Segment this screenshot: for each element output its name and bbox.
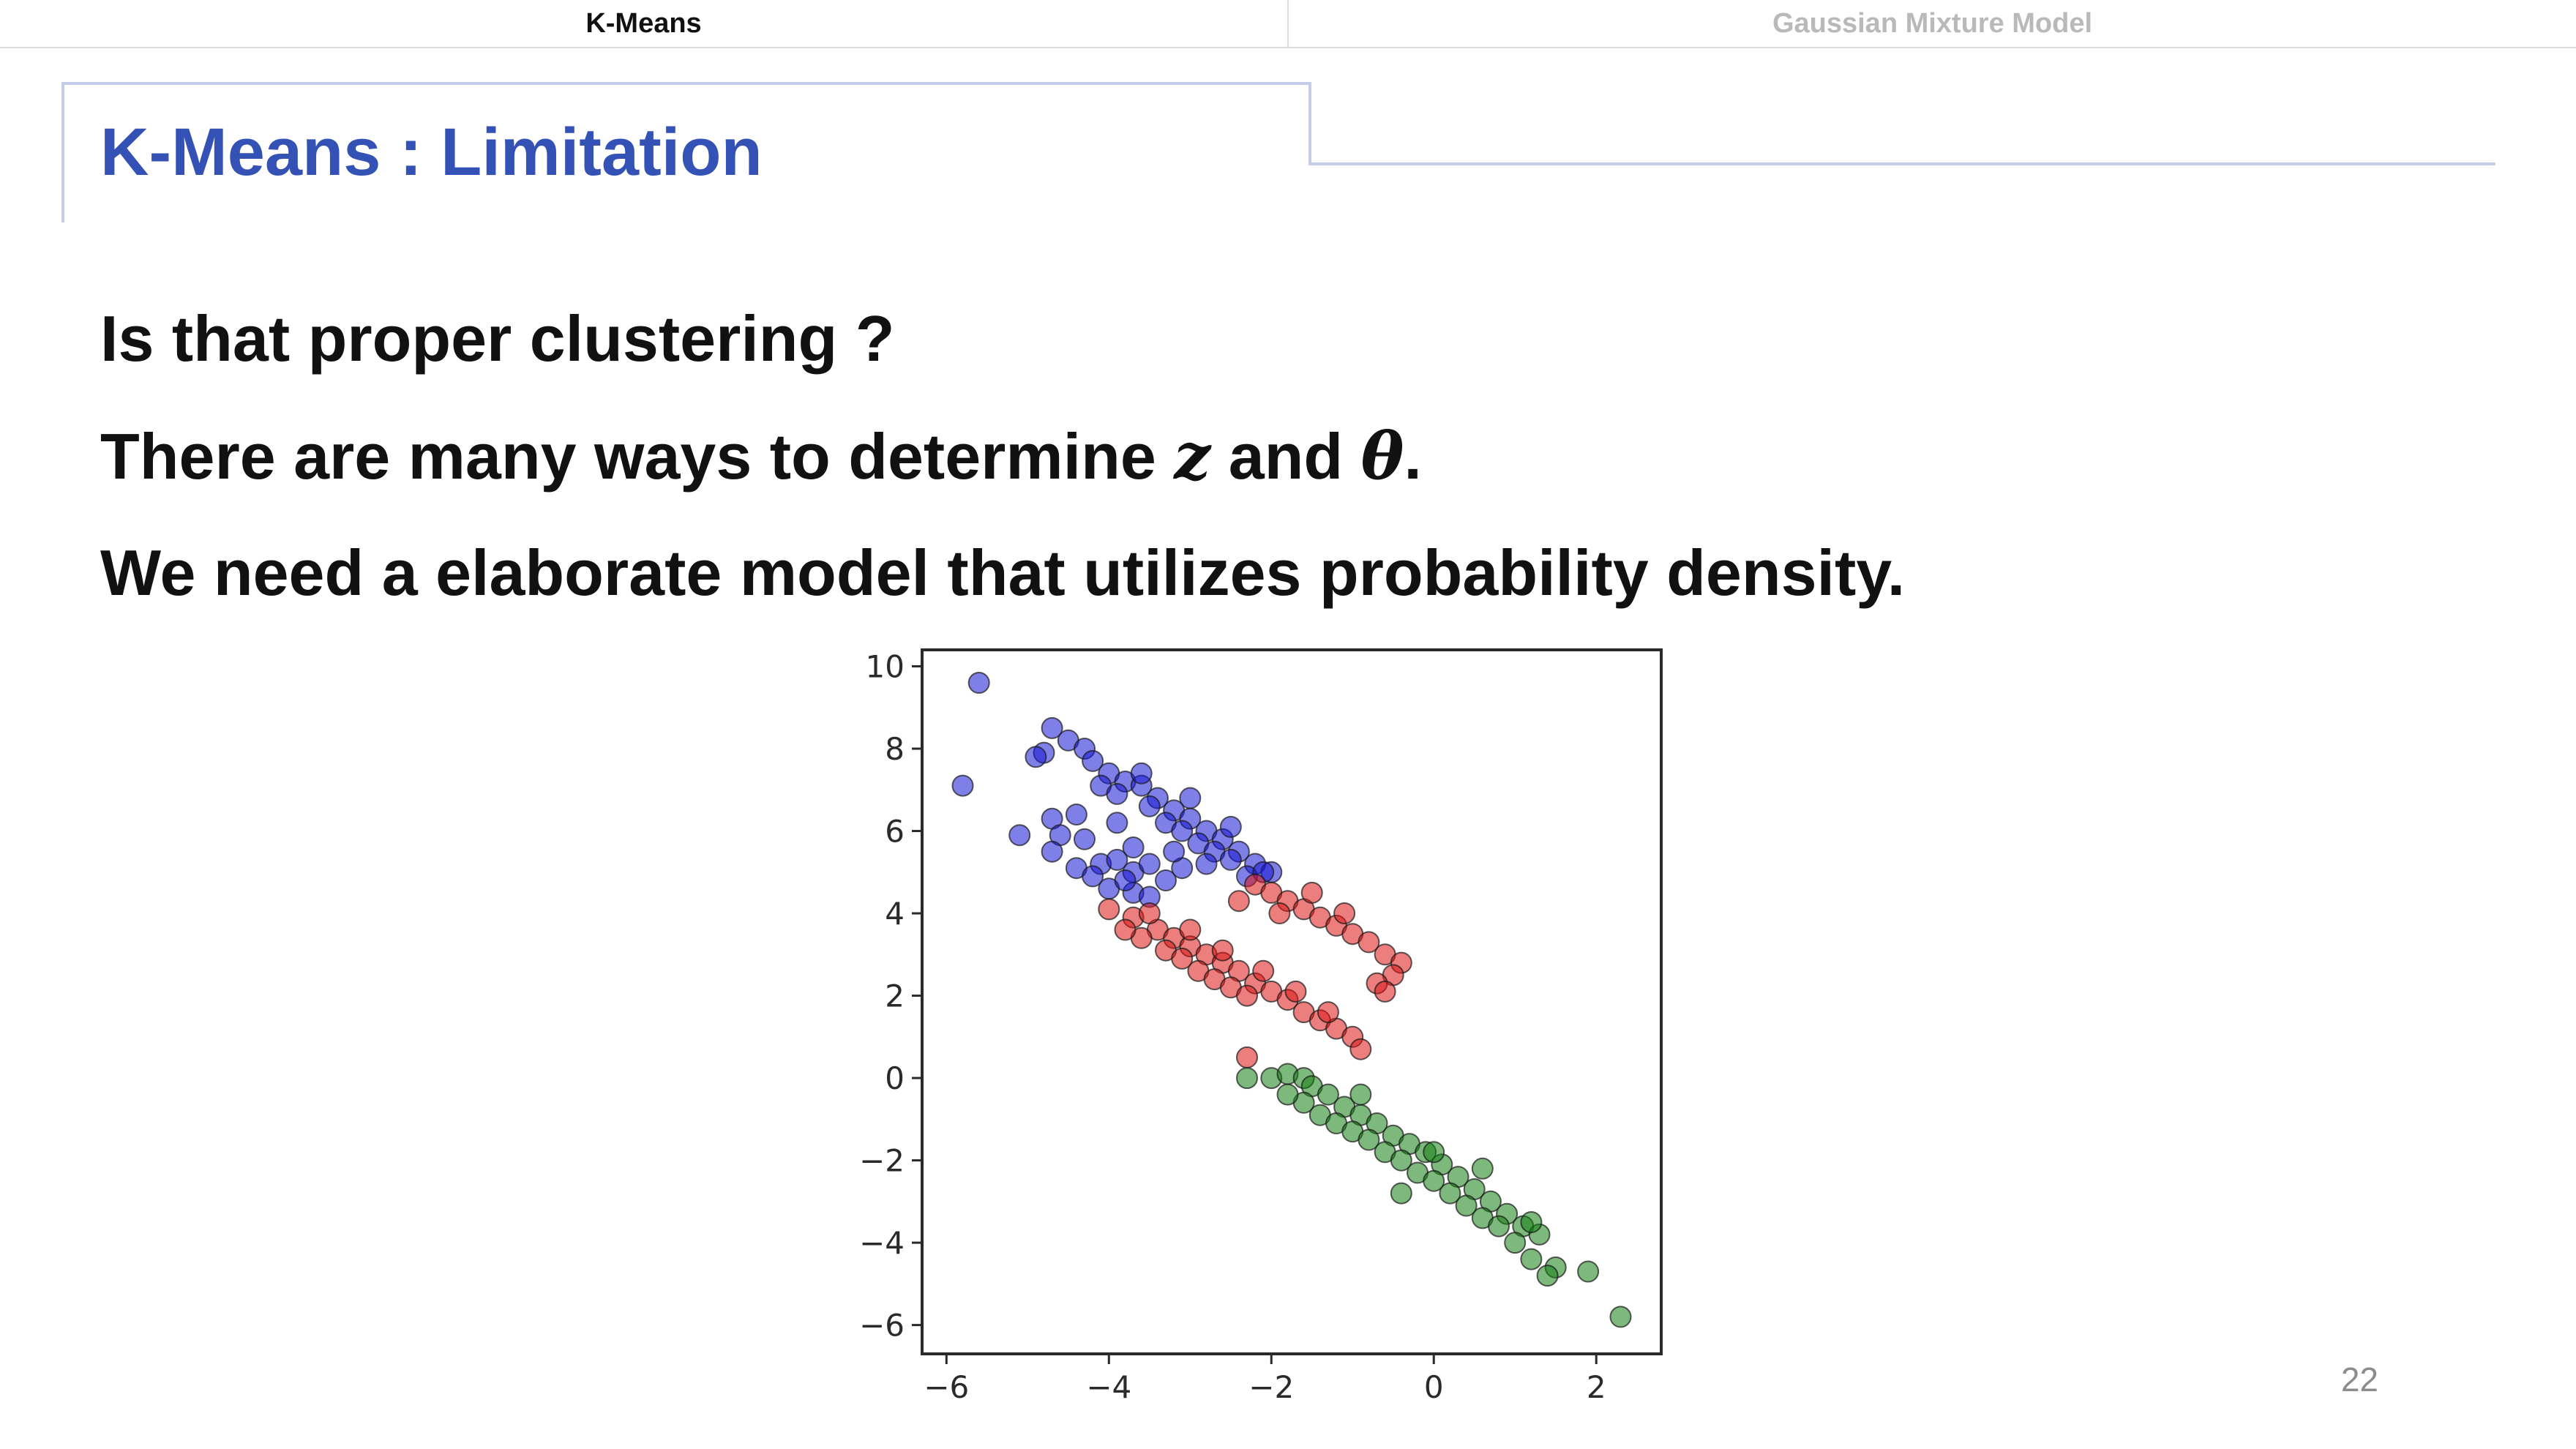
scatter-point-series-2 (1211, 939, 1234, 962)
scatter-point-series-3 (1504, 1232, 1527, 1254)
scatter-point-series-3 (1520, 1211, 1543, 1233)
y-tick-label: −6 (859, 1308, 905, 1344)
math-theta: θ (1360, 418, 1404, 494)
data-points (951, 672, 1632, 1328)
y-tick-label: 10 (866, 649, 905, 685)
x-tick-label: 0 (1424, 1369, 1444, 1405)
scatter-point-series-1 (1171, 820, 1194, 842)
y-axis-ticks: 10 8 6 4 2 0 −2 −4 −6 (859, 649, 922, 1344)
scatter-point-series-3 (1536, 1265, 1559, 1287)
scatter-point-series-1 (1041, 716, 1063, 739)
scatter-point-series-3 (1488, 1215, 1510, 1238)
y-tick-label: 0 (885, 1060, 905, 1096)
scatter-point-series-3 (1390, 1182, 1412, 1205)
title-frame-top-line (61, 82, 1311, 85)
scatter-point-series-3 (1471, 1157, 1494, 1180)
y-tick-label: 8 (885, 731, 905, 767)
title-frame-right-line (1308, 82, 1311, 165)
scatter-point-series-1 (1130, 762, 1153, 785)
x-tick-label: −6 (924, 1369, 969, 1405)
scatter-point-series-1 (1219, 848, 1242, 871)
title-frame-left-line (61, 82, 64, 222)
scatter-point-series-2 (1358, 931, 1380, 954)
scatter-point-series-3 (1236, 1067, 1258, 1090)
scatter-point-series-1 (1074, 828, 1096, 850)
tab-k-means[interactable]: K-Means (585, 7, 702, 39)
scatter-point-series-1 (1025, 746, 1047, 768)
scatter-point-series-1 (1065, 804, 1087, 825)
top-navigation: K-Means Gaussian Mixture Model (0, 0, 2576, 48)
scatter-point-series-3 (1577, 1260, 1600, 1283)
scatter-point-series-2 (1179, 918, 1202, 941)
scatter-point-series-1 (1122, 836, 1145, 858)
scatter-point-series-2 (1349, 1038, 1372, 1060)
scatter-point-series-3 (1423, 1169, 1445, 1192)
scatter-point-series-1 (1155, 869, 1177, 891)
scatter-point-series-2 (1317, 1001, 1339, 1024)
y-tick-label: 4 (885, 896, 905, 932)
scatter-point-series-1 (1106, 782, 1128, 805)
scatter-point-series-2 (1138, 902, 1161, 924)
scatter-point-series-3 (1276, 1083, 1299, 1106)
scatter-point-series-2 (1098, 898, 1120, 921)
bullet-2-text-start: There are many ways to determine (100, 420, 1175, 493)
scatter-point-series-3 (1520, 1248, 1543, 1270)
scatter-point-series-1 (1008, 824, 1031, 847)
scatter-point-series-1 (1106, 848, 1128, 871)
y-tick-label: 6 (885, 814, 905, 850)
scatter-point-series-2 (1252, 959, 1275, 982)
scatter-point-series-3 (1455, 1194, 1478, 1217)
page-number: 22 (2340, 1360, 2378, 1399)
math-z: z (1174, 418, 1211, 494)
scatter-point-series-2 (1284, 980, 1307, 1003)
scatter-point-series-2 (1227, 890, 1250, 913)
scatter-point-series-2 (1236, 984, 1258, 1007)
scatter-point-series-1 (1082, 749, 1104, 772)
scatter-point-series-1 (1219, 815, 1242, 838)
bullet-2-text-end: . (1404, 420, 1422, 493)
plot-area-frame (921, 648, 1663, 1355)
scatter-point-series-3 (1317, 1083, 1339, 1106)
x-tick-label: 2 (1587, 1369, 1606, 1405)
scatter-point-series-3 (1609, 1306, 1632, 1328)
scatter-point-series-1 (1082, 865, 1104, 888)
scatter-point-series-3 (1349, 1083, 1372, 1106)
bullet-2: There are many ways to determine z and θ… (100, 416, 1422, 497)
scatter-point-series-1 (1106, 812, 1128, 834)
scatter-point-series-3 (1358, 1128, 1380, 1151)
bullet-3: We need a elaborate model that utilizes … (100, 536, 1906, 609)
scatter-point-series-2 (1333, 902, 1356, 924)
scatter-point-series-2 (1171, 947, 1194, 970)
scatter-point-series-3 (1390, 1149, 1412, 1172)
scatter-point-series-2 (1300, 881, 1323, 904)
scatter-point-series-2 (1374, 980, 1396, 1003)
scatter-chart: 10 8 6 4 2 0 −2 −4 −6 −6 −4 −2 0 2 (859, 648, 1663, 1405)
title-frame-underline (1308, 162, 2496, 165)
x-axis-ticks: −6 −4 −2 0 2 (924, 1354, 1606, 1405)
scatter-point-series-1 (1195, 853, 1218, 875)
y-tick-label: −2 (859, 1143, 905, 1179)
scatter-point-series-3 (1439, 1182, 1461, 1205)
scatter-point-series-1 (1041, 840, 1063, 863)
slide-title: K-Means : Limitation (100, 115, 763, 190)
y-tick-label: 2 (885, 978, 905, 1014)
x-tick-label: −4 (1086, 1369, 1131, 1405)
scatter-point-series-3 (1423, 1141, 1445, 1164)
bullet-2-text-mid: and (1210, 420, 1361, 493)
scatter-point-series-1 (1163, 840, 1186, 863)
scatter-point-series-1 (1138, 795, 1161, 817)
bullet-1: Is that proper clustering ? (100, 302, 895, 375)
scatter-point-series-2 (1268, 902, 1291, 924)
scatter-point-series-2 (1114, 918, 1137, 941)
scatter-point-series-1 (1114, 869, 1137, 891)
scatter-point-series-1 (1138, 853, 1161, 875)
y-tick-label: −4 (859, 1225, 905, 1261)
tab-gaussian-mixture-model[interactable]: Gaussian Mixture Model (1287, 0, 2576, 47)
scatter-point-series-1 (1179, 787, 1202, 809)
scatter-point-series-1 (951, 774, 974, 797)
scatter-point-series-1 (967, 672, 990, 694)
x-tick-label: −2 (1248, 1369, 1294, 1405)
scatter-point-series-2 (1236, 1046, 1258, 1068)
